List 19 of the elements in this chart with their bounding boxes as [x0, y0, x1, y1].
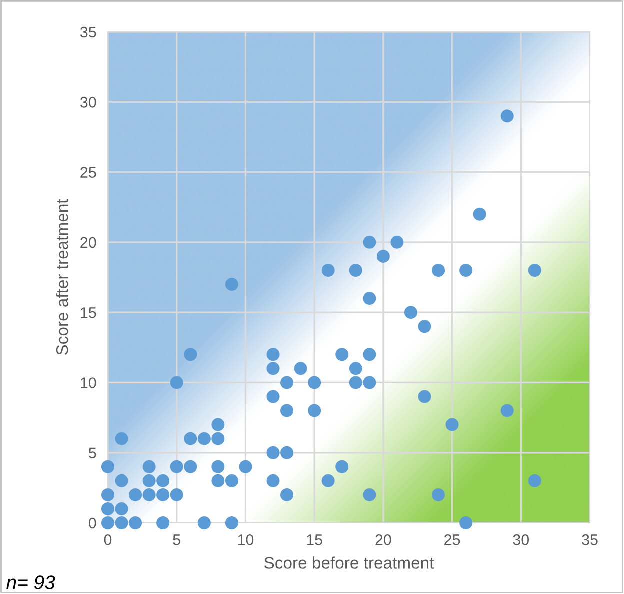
x-tick-label: 35 [582, 534, 598, 546]
x-tick-label: 0 [104, 534, 112, 546]
x-tick-label: 15 [307, 534, 322, 546]
y-tick-label: 20 [80, 237, 96, 248]
x-axis-title: Score before treatment [264, 556, 434, 569]
x-tick-label: 20 [376, 534, 392, 546]
y-tick-label: 5 [89, 448, 96, 459]
text: n= 93 [6, 576, 56, 590]
y-tick-label: 35 [80, 26, 96, 38]
y-tick-label: 30 [80, 97, 96, 108]
y-tick-label: 15 [81, 308, 96, 318]
y-tick-label: 0 [88, 518, 96, 529]
y-tick-label: 10 [81, 378, 96, 388]
y-tick-label: 25 [80, 167, 96, 178]
x-tick-label: 30 [513, 534, 530, 546]
x-tick-label: 25 [444, 534, 460, 546]
x-tick-label: 10 [238, 534, 254, 546]
y-axis-title: Score after treatment [56, 199, 68, 356]
x-tick-label: 5 [173, 534, 180, 546]
